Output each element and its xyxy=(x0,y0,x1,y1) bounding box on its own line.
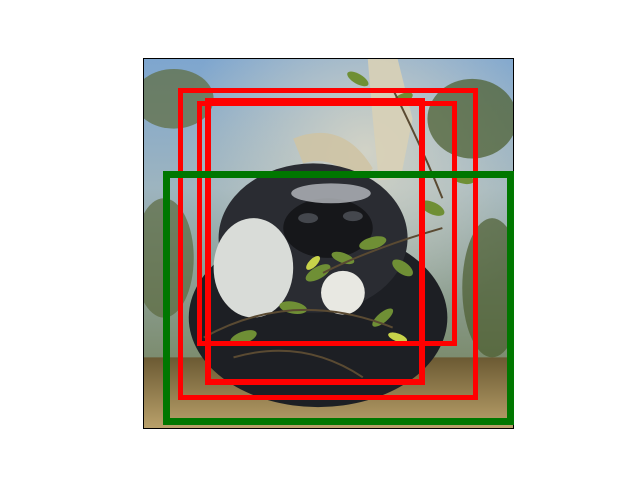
green-bounding-box xyxy=(163,171,514,425)
red-bounding-box xyxy=(205,98,425,385)
red-bounding-box xyxy=(178,88,478,400)
